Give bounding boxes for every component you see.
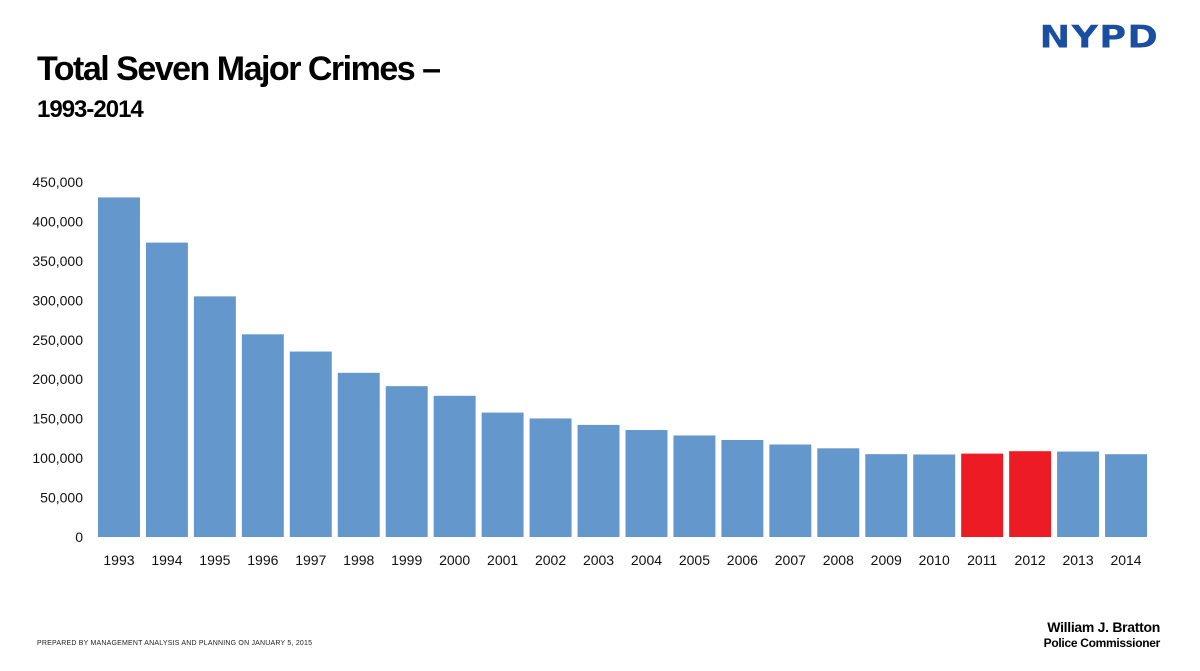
x-tick-label-1993: 1993 xyxy=(103,552,134,568)
bar-2002 xyxy=(529,418,572,537)
bar-2013 xyxy=(1057,451,1100,537)
commissioner-name: William J. Bratton xyxy=(1047,619,1160,635)
y-axis: 0 50,000 100,000 150,000 200,000 250,000 300,0… xyxy=(32,174,83,545)
bar-2010 xyxy=(913,454,956,537)
x-tick-label-1999: 1999 xyxy=(391,552,422,568)
x-tick-label-2001: 2001 xyxy=(487,552,518,568)
bar-2007 xyxy=(769,444,812,537)
x-tick-label-2014: 2014 xyxy=(1110,552,1141,568)
bars xyxy=(98,197,1147,538)
bar-1996 xyxy=(241,334,284,537)
y-tick-label-100000: 100,000 xyxy=(32,450,83,466)
y-tick-label-150000: 150,000 xyxy=(32,411,83,427)
x-tick-label-2009: 2009 xyxy=(871,552,902,568)
chart-title: Total Seven Major Crimes – xyxy=(37,50,441,88)
x-tick-label-2012: 2012 xyxy=(1015,552,1046,568)
x-tick-label-2008: 2008 xyxy=(823,552,854,568)
x-tick-label-2007: 2007 xyxy=(775,552,806,568)
chart-subtitle: 1993-2014 xyxy=(37,96,144,123)
bar-2008 xyxy=(817,448,860,537)
bar-1998 xyxy=(337,372,380,537)
x-tick-label-1996: 1996 xyxy=(247,552,278,568)
x-tick-label-2005: 2005 xyxy=(679,552,710,568)
y-tick-label-50000: 50,000 xyxy=(40,490,83,506)
x-axis: 1993 1994 1995 1996 1997 1998 1999 2000 2001 2002… xyxy=(103,552,1141,568)
x-tick-label-2003: 2003 xyxy=(583,552,614,568)
y-tick-label-300000: 300,000 xyxy=(32,292,83,308)
bar-2001 xyxy=(481,412,524,537)
bar-2006 xyxy=(721,439,764,537)
x-tick-label-1997: 1997 xyxy=(295,552,326,568)
bar-2014 xyxy=(1105,454,1147,537)
x-tick-label-2006: 2006 xyxy=(727,552,758,568)
signature-block: William J. Bratton Police Commissioner xyxy=(1043,619,1161,651)
x-tick-label-2011: 2011 xyxy=(967,552,997,568)
y-tick-label-0: 0 xyxy=(75,529,83,545)
prepared-by-note: PREPARED BY MANAGEMENT ANALYSIS AND PLAN… xyxy=(37,640,313,647)
x-tick-label-1995: 1995 xyxy=(199,552,230,568)
x-tick-label-2000: 2000 xyxy=(439,552,470,568)
bar-1993 xyxy=(98,197,140,537)
bar-2009 xyxy=(865,454,908,537)
x-tick-label-2013: 2013 xyxy=(1062,552,1093,568)
y-tick-label-200000: 200,000 xyxy=(32,371,83,387)
y-tick-label-400000: 400,000 xyxy=(32,213,83,229)
nypd-logo: NYPD xyxy=(1039,18,1159,55)
x-tick-label-1998: 1998 xyxy=(343,552,374,568)
commissioner-title: Police Commissioner xyxy=(1043,636,1161,650)
bar-2011 xyxy=(961,453,1004,537)
bar-2003 xyxy=(577,424,620,537)
bar-2012 xyxy=(1009,451,1052,537)
x-tick-label-2002: 2002 xyxy=(535,552,566,568)
bar-2000 xyxy=(433,395,476,537)
x-tick-label-2010: 2010 xyxy=(919,552,950,568)
bar-2005 xyxy=(673,435,716,537)
bar-1994 xyxy=(145,242,188,538)
bar-2004 xyxy=(625,430,668,537)
bar-1997 xyxy=(289,351,332,537)
x-tick-label-1994: 1994 xyxy=(151,552,182,568)
x-tick-label-2004: 2004 xyxy=(631,552,662,568)
bar-1999 xyxy=(385,386,428,537)
bar-1995 xyxy=(193,296,236,537)
y-tick-label-450000: 450,000 xyxy=(32,174,83,190)
y-tick-label-350000: 350,000 xyxy=(32,253,83,269)
y-tick-label-250000: 250,000 xyxy=(32,332,83,348)
